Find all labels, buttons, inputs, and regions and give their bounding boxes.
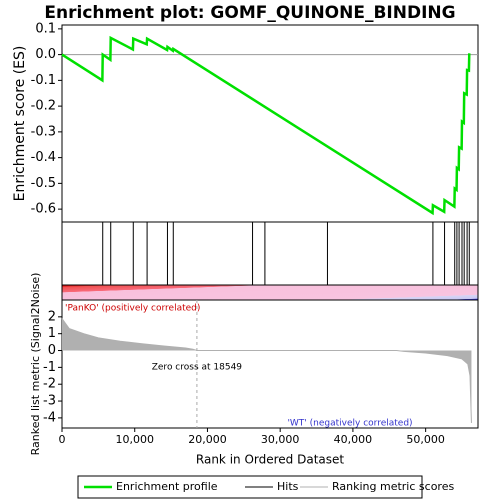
chart-title: Enrichment plot: GOMF_QUINONE_BINDING [44, 3, 455, 23]
y-tick-label: -3 [43, 394, 56, 409]
rank-color-bar [62, 285, 478, 300]
y-tick-label: 1 [48, 326, 56, 341]
legend-label: Hits [277, 480, 299, 493]
y-axis-label: Ranked list metric (Signal2Noise) [29, 273, 42, 456]
legend-label: Enrichment profile [116, 480, 218, 493]
x-tick-label: 20,000 [188, 433, 227, 446]
y-tick-label: -0.2 [31, 99, 56, 114]
negative-label: 'WT' (negatively correlated) [287, 419, 412, 429]
y-tick-label: 0 [48, 343, 56, 358]
y-tick-label: -2 [43, 377, 56, 392]
y-tick-label: -1 [43, 360, 56, 375]
es-curve [61, 35, 471, 216]
y-tick-label: 0.1 [35, 21, 56, 36]
x-axis-label: Rank in Ordered Dataset [196, 453, 344, 467]
y-tick-label: -0.6 [31, 202, 56, 217]
x-tick-label: 40,000 [334, 433, 373, 446]
x-tick-label: 50,000 [406, 433, 445, 446]
y-tick-label: -0.3 [31, 124, 56, 139]
x-tick-label: 10,000 [115, 433, 154, 446]
x-tick-label: 30,000 [261, 433, 300, 446]
y-tick-label: 0.0 [35, 47, 56, 62]
y-axis-label: Enrichment score (ES) [12, 46, 28, 202]
zero-cross-label: Zero cross at 18549 [152, 363, 243, 373]
x-tick-label: 0 [59, 433, 66, 446]
plot-frame [61, 24, 479, 429]
y-tick-label: -4 [43, 410, 56, 425]
positive-label: 'PanKO' (positively correlated) [65, 304, 200, 314]
legend: Enrichment profile Hits Ranking metric s… [77, 475, 454, 499]
y-tick-label: -0.1 [31, 73, 56, 88]
metric-outline [61, 318, 472, 423]
y-tick-label: 2 [48, 309, 56, 324]
y-tick-label: -0.5 [31, 176, 56, 191]
y-tick-label: -0.4 [31, 150, 56, 165]
legend-label: Ranking metric scores [332, 480, 454, 493]
